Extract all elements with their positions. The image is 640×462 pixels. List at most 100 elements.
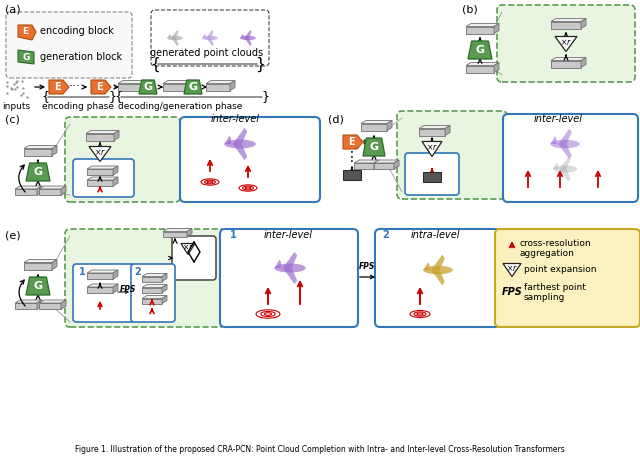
- Polygon shape: [118, 84, 142, 91]
- Point: [246, 158, 257, 166]
- Point: [259, 180, 269, 187]
- Polygon shape: [241, 34, 243, 38]
- Text: (a): (a): [5, 4, 20, 14]
- Text: G: G: [22, 53, 29, 61]
- Ellipse shape: [167, 36, 183, 40]
- Point: [292, 294, 303, 302]
- Point: [433, 292, 443, 300]
- Text: E: E: [96, 82, 102, 92]
- Point: [246, 151, 256, 158]
- Point: [442, 285, 452, 292]
- Ellipse shape: [553, 165, 577, 172]
- Text: cross-resolution: cross-resolution: [520, 239, 591, 249]
- Point: [252, 163, 262, 170]
- Point: [278, 298, 289, 306]
- Polygon shape: [52, 146, 57, 156]
- Point: [249, 171, 259, 179]
- Text: G: G: [369, 142, 379, 152]
- Point: [281, 283, 291, 291]
- Polygon shape: [37, 186, 42, 195]
- Point: [291, 275, 301, 283]
- Point: [565, 150, 575, 158]
- Point: [424, 278, 435, 286]
- FancyBboxPatch shape: [65, 117, 180, 202]
- Point: [273, 264, 283, 272]
- Polygon shape: [61, 186, 66, 195]
- Point: [283, 280, 293, 287]
- Point: [287, 282, 297, 289]
- Point: [264, 149, 275, 157]
- Polygon shape: [162, 274, 167, 281]
- Point: [296, 291, 307, 298]
- Point: [561, 161, 572, 169]
- Point: [253, 161, 264, 168]
- Text: (b): (b): [462, 4, 477, 14]
- Point: [280, 274, 290, 282]
- Polygon shape: [87, 166, 118, 169]
- Point: [289, 288, 299, 296]
- Point: [285, 288, 295, 296]
- Point: [250, 164, 260, 171]
- Point: [253, 150, 264, 157]
- Point: [280, 292, 290, 299]
- Point: [579, 173, 589, 180]
- Point: [265, 303, 275, 310]
- Text: G: G: [476, 45, 484, 55]
- Polygon shape: [466, 24, 499, 26]
- Point: [433, 288, 443, 295]
- Point: [251, 169, 261, 176]
- Point: [301, 294, 312, 301]
- Polygon shape: [39, 303, 61, 309]
- Point: [294, 286, 305, 293]
- Polygon shape: [142, 274, 167, 276]
- Polygon shape: [37, 300, 42, 309]
- Point: [558, 167, 568, 174]
- Point: [249, 164, 259, 171]
- Point: [288, 290, 298, 297]
- Polygon shape: [114, 130, 119, 140]
- Point: [268, 167, 278, 174]
- Point: [428, 300, 438, 308]
- Polygon shape: [553, 163, 558, 169]
- Point: [566, 155, 577, 163]
- Text: FPS: FPS: [359, 262, 375, 271]
- Point: [575, 156, 585, 164]
- Polygon shape: [354, 163, 374, 169]
- Point: [267, 155, 277, 162]
- Point: [417, 304, 427, 312]
- Point: [554, 170, 564, 177]
- Point: [258, 146, 268, 153]
- Text: inter-level: inter-level: [264, 230, 312, 240]
- Polygon shape: [581, 57, 586, 67]
- Polygon shape: [87, 270, 118, 273]
- Point: [289, 273, 299, 280]
- Point: [291, 276, 301, 283]
- Polygon shape: [15, 303, 37, 309]
- Point: [577, 163, 587, 170]
- FancyBboxPatch shape: [65, 229, 225, 327]
- Polygon shape: [225, 136, 231, 144]
- Point: [291, 301, 301, 308]
- Text: inputs: inputs: [2, 102, 30, 111]
- Polygon shape: [39, 189, 61, 195]
- Point: [263, 304, 273, 311]
- Text: 2: 2: [383, 230, 389, 240]
- Point: [287, 288, 297, 295]
- Text: 1: 1: [230, 230, 236, 240]
- Point: [250, 163, 260, 170]
- FancyBboxPatch shape: [503, 114, 638, 202]
- Text: ⋮: ⋮: [345, 150, 359, 164]
- Polygon shape: [163, 229, 192, 231]
- Point: [265, 168, 275, 176]
- Point: [545, 177, 556, 185]
- Polygon shape: [142, 276, 162, 281]
- Polygon shape: [419, 128, 445, 135]
- Point: [258, 183, 268, 191]
- Point: [254, 175, 264, 182]
- Point: [559, 146, 569, 153]
- Point: [282, 301, 292, 309]
- Polygon shape: [18, 50, 34, 64]
- FancyBboxPatch shape: [6, 12, 132, 78]
- Point: [244, 168, 255, 175]
- Point: [289, 314, 299, 321]
